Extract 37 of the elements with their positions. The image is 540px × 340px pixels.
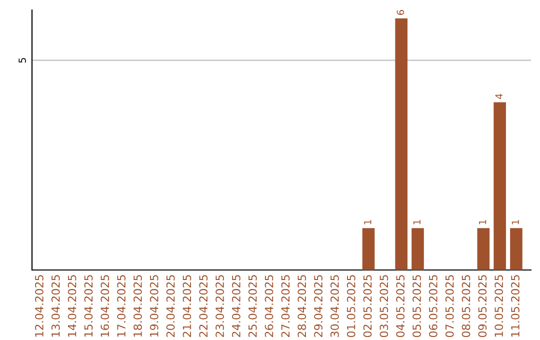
x-tick-label: 25.04.2025 (248, 275, 257, 337)
x-tick-label: 10.05.2025 (494, 275, 504, 337)
data-label: 1 (478, 220, 486, 224)
x-tick-label: 24.04.2025 (232, 275, 240, 337)
x-tick-label: 04.05.2025 (396, 275, 405, 338)
x-tick-label: 15.04.2025 (84, 275, 93, 337)
x-tick-label: 28.04.2025 (298, 275, 306, 337)
x-tick-label: 11.05.2025 (511, 275, 520, 337)
y-tick-label: 5 (18, 58, 26, 63)
x-tick-label: 19.04.2025 (150, 275, 158, 337)
x-tick-label: 12.04.2025 (35, 275, 44, 337)
x-tick-label: 03.05.2025 (380, 275, 388, 338)
x-tick-label: 22.04.2025 (199, 275, 208, 337)
data-label: 1 (512, 220, 519, 224)
x-tick-label: 14.04.2025 (68, 275, 76, 337)
x-tick-label: 20.04.2025 (166, 275, 175, 337)
x-tick-label: 18.04.2025 (134, 275, 142, 337)
x-tick-label: 30.04.2025 (330, 275, 339, 337)
x-tick-label: 17.04.2025 (117, 275, 126, 337)
x-tick-label: 02.05.2025 (363, 275, 372, 338)
data-label: 4 (495, 94, 502, 100)
x-tick-label: 09.05.2025 (478, 275, 487, 338)
x-tick-label: 13.04.2025 (51, 275, 60, 337)
x-tick-label: 05.05.2025 (412, 275, 421, 338)
x-tick-label: 27.04.2025 (281, 275, 290, 337)
x-tick-label: 08.05.2025 (462, 275, 470, 338)
x-tick-label: 06.05.2025 (428, 275, 438, 338)
x-tick-label: 21.04.2025 (182, 275, 192, 337)
x-tick-label: 23.04.2025 (216, 275, 224, 337)
data-label: 6 (396, 10, 404, 15)
x-tick-label: 29.04.2025 (314, 275, 322, 337)
x-tick-label: 26.04.2025 (264, 275, 274, 337)
data-label: 1 (413, 220, 420, 224)
data-label: 1 (364, 220, 372, 224)
x-tick-label: 16.04.2025 (100, 275, 110, 337)
x-tick-label: 07.05.2025 (445, 275, 454, 338)
x-tick-label: 01.05.2025 (346, 275, 356, 338)
